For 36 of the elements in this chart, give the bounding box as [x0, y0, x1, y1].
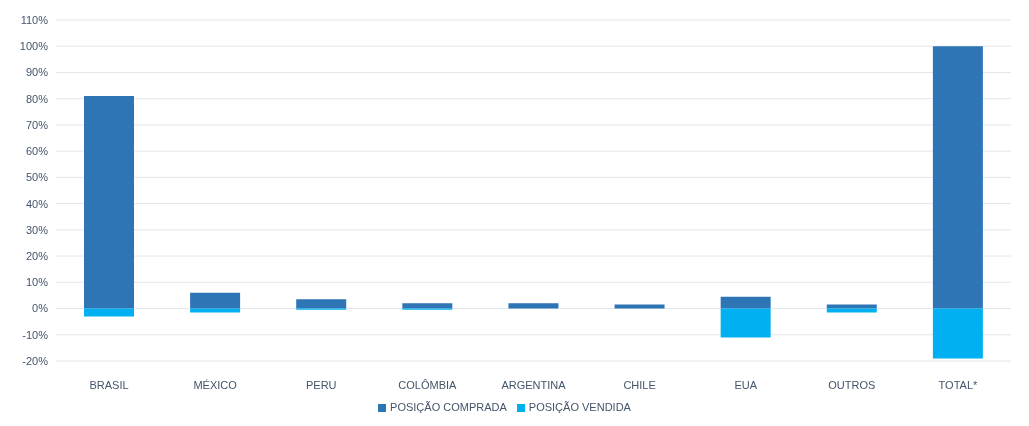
- bar: [402, 303, 453, 309]
- bar: [720, 296, 771, 309]
- x-tick-label: OUTROS: [828, 378, 876, 391]
- bar: [296, 299, 347, 309]
- y-tick-label: 80%: [25, 92, 49, 105]
- y-tick-label: 20%: [25, 249, 49, 262]
- y-tick-label: 70%: [25, 118, 49, 131]
- x-tick-label: ARGENTINA: [501, 378, 567, 391]
- x-tick-label: TOTAL*: [938, 378, 979, 391]
- y-tick-label: 10%: [25, 276, 49, 289]
- x-tick-label: COLÔMBIA: [398, 378, 458, 391]
- y-tick-label: -10%: [22, 328, 49, 341]
- x-tick-label: EUA: [734, 378, 758, 391]
- y-tick-label: 90%: [25, 66, 49, 79]
- bar: [932, 308, 983, 359]
- bar: [508, 303, 559, 309]
- y-tick-label: 60%: [25, 145, 49, 158]
- y-tick-label: -20%: [22, 354, 49, 367]
- y-tick-label: 40%: [25, 197, 49, 210]
- bar: [84, 96, 134, 309]
- bar: [720, 308, 771, 338]
- x-tick-label: PERU: [306, 378, 337, 391]
- y-tick-label: 50%: [25, 171, 49, 184]
- x-tick-label: BRASIL: [89, 378, 129, 391]
- x-tick-label: CHILE: [623, 378, 656, 391]
- bar: [614, 304, 665, 309]
- y-tick-label: 0%: [32, 302, 49, 315]
- bar: [932, 46, 983, 309]
- bar: [190, 292, 241, 309]
- legend-label: POSIÇÃO VENDIDA: [528, 401, 631, 413]
- x-tick-label: MÉXICO: [193, 378, 238, 391]
- y-tick-label: 100%: [19, 40, 49, 53]
- bar: [826, 304, 877, 309]
- y-tick-label: 30%: [25, 223, 49, 236]
- y-tick-label: 110%: [20, 13, 49, 26]
- legend-label: POSIÇÃO COMPRADA: [390, 401, 507, 413]
